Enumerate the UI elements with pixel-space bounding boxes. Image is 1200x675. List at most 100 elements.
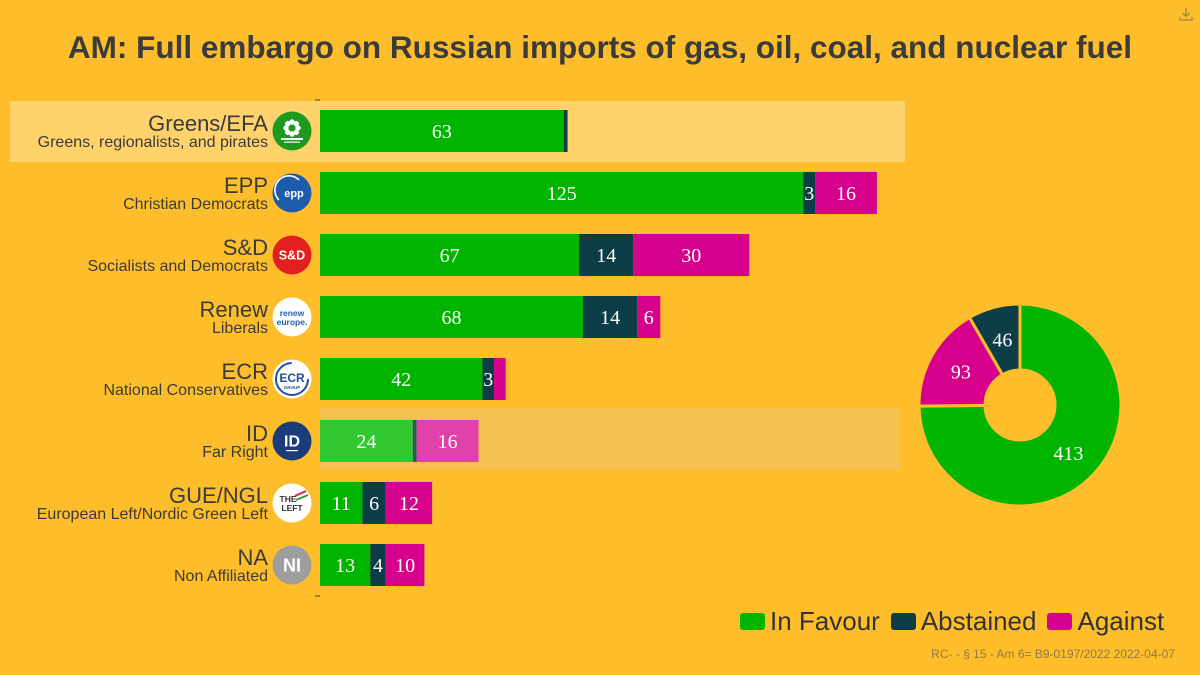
party-name: S&D <box>223 235 268 260</box>
bar-value-label: 14 <box>600 307 620 329</box>
bar-segment-abstained[interactable] <box>412 420 417 462</box>
donut-value-label: 46 <box>992 329 1012 351</box>
party-name: NA <box>237 545 268 570</box>
party-description: Far Right <box>202 444 268 461</box>
bar-value-label: 16 <box>836 183 856 205</box>
party-description: European Left/Nordic Green Left <box>37 506 269 523</box>
bar-segment-abstained[interactable] <box>563 110 568 152</box>
row-highlights <box>10 101 905 470</box>
donut-slice-abstained[interactable] <box>967 302 1022 377</box>
logo-text: renew <box>280 308 305 318</box>
s-and-d-logo: S&D <box>272 235 312 275</box>
bar-segment-against[interactable] <box>815 172 877 214</box>
bar-segment-against[interactable] <box>385 544 425 586</box>
party-description: Socialists and Democrats <box>87 258 268 275</box>
party-description: Greens, regionalists, and pirates <box>38 134 268 151</box>
bar-value-label: 12 <box>399 493 419 515</box>
logo-text: LEFT <box>281 503 303 513</box>
bar-segment-in-favour[interactable] <box>320 234 580 276</box>
download-icon[interactable] <box>1178 6 1194 22</box>
bar-segment-in-favour[interactable] <box>320 482 363 524</box>
bar-value-label: 63 <box>432 121 452 143</box>
bar-segment-against[interactable] <box>416 420 479 462</box>
donut-value-label: 93 <box>951 361 971 383</box>
bar-value-label: 42 <box>391 369 411 391</box>
bar-segment-in-favour[interactable] <box>320 110 564 152</box>
bar-segment-abstained[interactable] <box>362 482 386 524</box>
logo-text: NI <box>283 556 301 576</box>
party-description: Liberals <box>212 320 268 337</box>
donut-slice-in-favour[interactable] <box>917 302 1123 508</box>
legend-label-abstained: Abstained <box>920 606 1037 636</box>
party-description: Non Affiliated <box>174 568 268 585</box>
non-inscrits-logo: NI <box>272 545 312 585</box>
bar-segment-abstained[interactable] <box>803 172 816 214</box>
bar-segment-abstained[interactable] <box>482 358 495 400</box>
legend-label-in-favour: In Favour <box>770 606 880 636</box>
bar-segment-in-favour[interactable] <box>320 172 804 214</box>
party-name: Greens/EFA <box>148 111 268 136</box>
legend-swatch-abstained <box>890 612 916 630</box>
bar-value-label: 68 <box>441 307 461 329</box>
bar-value-label: 4 <box>373 555 383 577</box>
bar-value-label: 30 <box>681 245 701 267</box>
bar-value-label: 6 <box>644 307 654 329</box>
bar-segment-abstained[interactable] <box>370 544 386 586</box>
logo-text: GROUP <box>284 385 301 390</box>
party-name: GUE/NGL <box>169 483 268 508</box>
legend-item-against[interactable]: Against <box>1047 604 1164 638</box>
bar-value-label: 67 <box>440 245 460 267</box>
bar-value-label: 6 <box>369 493 379 515</box>
bar-segment-in-favour[interactable] <box>320 544 371 586</box>
bar-value-label: 10 <box>395 555 415 577</box>
id-logo: ID <box>272 421 312 461</box>
logo-text: THE <box>280 494 297 504</box>
party-name: ECR <box>222 359 268 384</box>
bar-segment-against[interactable] <box>637 296 661 338</box>
party-name: Renew <box>200 297 269 322</box>
bar-value-label: 125 <box>547 183 577 205</box>
bar-value-label: 16 <box>438 431 458 453</box>
bar-segment-against[interactable] <box>494 358 506 400</box>
bar-value-label: 14 <box>596 245 616 267</box>
greens-efa-logo <box>272 111 312 151</box>
party-description: Christian Democrats <box>123 196 268 213</box>
legend-swatch-against <box>1047 612 1073 630</box>
donut-value-label: 413 <box>1053 443 1083 465</box>
logo-text: epp <box>284 188 304 200</box>
bar-value-label: 13 <box>335 555 355 577</box>
bar-segment-abstained[interactable] <box>579 234 634 276</box>
logo-text: europe. <box>277 317 308 327</box>
legend-swatch-in-favour <box>740 612 765 630</box>
bar-value-label: 11 <box>332 493 351 515</box>
bar-value-label: 3 <box>483 369 493 391</box>
legend-item-in-favour[interactable]: In Favour <box>740 604 880 638</box>
logo-text: S&D <box>279 249 305 263</box>
bar-value-label: 3 <box>804 183 814 205</box>
party-description: National Conservatives <box>103 382 268 399</box>
bar-segment-in-favour[interactable] <box>320 420 413 462</box>
source-footnote: RC- - § 15 - Am 6= B9-0197/2022 2022-04-… <box>931 647 1175 661</box>
bar-segment-in-favour[interactable] <box>320 296 583 338</box>
logo-text: ID <box>284 434 300 451</box>
bar-segment-against[interactable] <box>385 482 433 524</box>
bar-segment-abstained[interactable] <box>582 296 638 338</box>
logo-text: ECR <box>279 371 305 385</box>
epp-logo: epp <box>272 173 312 213</box>
donut-chart: 413 93 46 <box>917 302 1123 508</box>
bar-segment-in-favour[interactable] <box>320 358 483 400</box>
bar-segment-against[interactable] <box>633 234 750 276</box>
legend-item-abstained[interactable]: Abstained <box>890 604 1037 638</box>
